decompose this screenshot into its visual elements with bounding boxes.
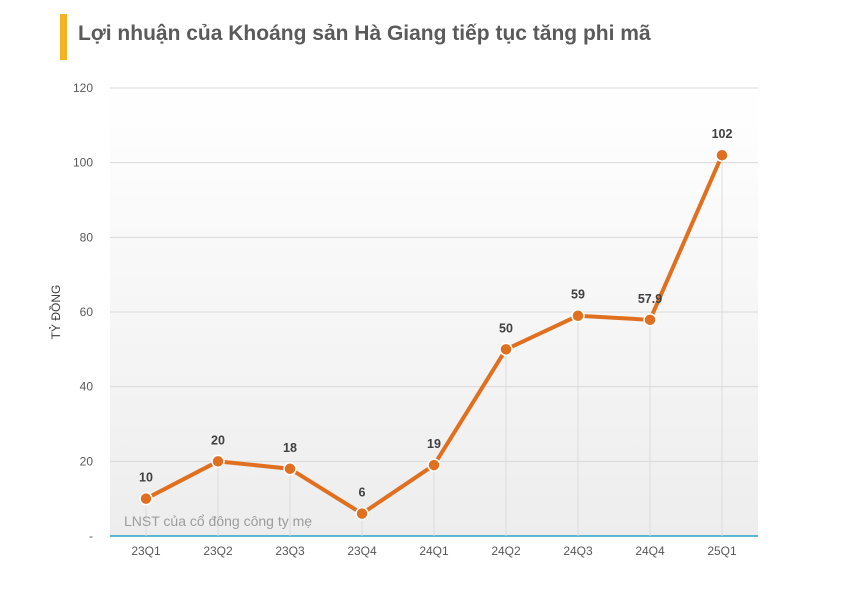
series-line-group: 10 20 18 6 19 50 59 57.9 102 [139, 127, 733, 521]
data-point-24Q4 [643, 313, 657, 327]
data-label-24Q4: 57.9 [638, 292, 662, 306]
data-label-24Q3: 59 [571, 288, 585, 302]
data-label-23Q2: 20 [211, 433, 225, 447]
x-tick-label-25Q1: 25Q1 [707, 544, 737, 558]
x-tick-label-23Q2: 23Q2 [203, 544, 233, 558]
x-tick-label-23Q4: 23Q4 [347, 544, 377, 558]
data-point-24Q2 [499, 342, 513, 357]
x-tick-label-23Q1: 23Q1 [131, 544, 161, 558]
data-point-23Q3 [283, 462, 297, 476]
x-tick-label-24Q3: 24Q3 [563, 544, 593, 558]
y-axis-ticks: - 20 40 60 80 100 120 [73, 81, 93, 543]
y-tick-label-20: 20 [80, 454, 94, 468]
data-point-23Q2 [211, 454, 225, 469]
y-axis-label: TỶ ĐỒNG [48, 285, 63, 340]
y-tick-label-80: 80 [80, 230, 94, 244]
x-axis-ticks: 23Q1 23Q2 23Q3 23Q4 24Q1 24Q2 24Q3 24Q4 25Q1 [131, 544, 737, 558]
x-tick-label-24Q4: 24Q4 [635, 544, 665, 558]
data-point-24Q1 [427, 458, 441, 472]
y-tick-label-40: 40 [80, 380, 94, 394]
data-label-24Q1: 19 [427, 437, 441, 451]
y-tick-label-120: 120 [73, 81, 93, 95]
gridlines [110, 87, 758, 537]
title-accent-bar [60, 14, 67, 60]
x-tick-label-24Q1: 24Q1 [419, 544, 449, 558]
chart-title: Lợi nhuận của Khoáng sản Hà Giang tiếp t… [78, 22, 651, 45]
y-tick-label-60: 60 [80, 305, 94, 319]
legend-series-name: LNST của cổ đông công ty mẹ [124, 513, 312, 529]
data-point-23Q4 [355, 506, 369, 521]
x-tick-label-24Q2: 24Q2 [491, 544, 521, 558]
y-tick-label-0: - [89, 529, 93, 543]
data-label-23Q4: 6 [359, 486, 366, 500]
data-label-24Q2: 50 [499, 321, 513, 335]
data-label-23Q1: 10 [139, 471, 153, 485]
data-label-23Q3: 18 [283, 441, 297, 455]
data-label-25Q1: 102 [712, 127, 733, 141]
data-point-25Q1 [715, 148, 729, 162]
x-tick-label-23Q3: 23Q3 [275, 544, 305, 558]
data-point-23Q1 [139, 491, 153, 506]
y-tick-label-100: 100 [73, 156, 93, 170]
data-point-24Q3 [571, 308, 585, 323]
